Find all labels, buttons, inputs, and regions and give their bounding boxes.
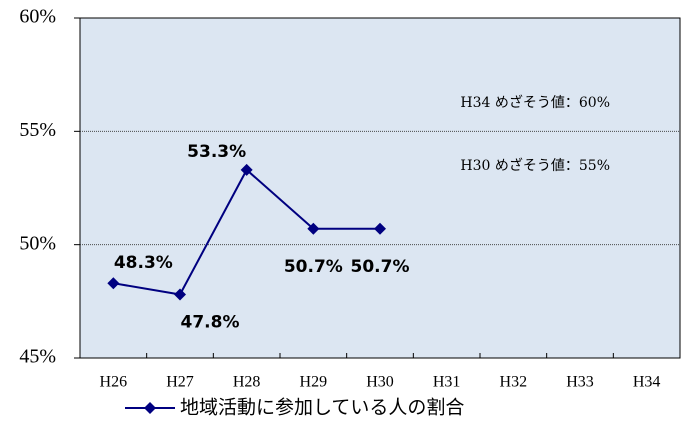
- data-label: 50.7%: [351, 257, 410, 277]
- marker: [240, 163, 253, 176]
- x-tick-label: H34: [633, 374, 661, 391]
- x-tick-label: H30: [366, 374, 394, 391]
- y-tick-label: 55%: [19, 119, 56, 141]
- data-label: 48.3%: [114, 253, 173, 273]
- data-label: 50.7%: [284, 257, 343, 277]
- x-tick-label: H33: [566, 374, 594, 391]
- y-tick-label: 50%: [19, 232, 56, 254]
- y-tick-label: 60%: [19, 6, 56, 28]
- plot-area: [79, 17, 681, 359]
- x-tick-label: H31: [433, 374, 461, 391]
- marker: [174, 288, 186, 301]
- x-tick-label: H26: [100, 374, 128, 391]
- data-label: 47.8%: [181, 313, 240, 333]
- marker: [374, 222, 386, 235]
- annotation: H34 めざそう値：60%: [460, 94, 610, 111]
- marker: [107, 277, 120, 290]
- x-tick-label: H29: [300, 374, 328, 391]
- x-tick-label: H27: [166, 374, 194, 391]
- marker: [307, 222, 320, 235]
- annotation: H30 めざそう値：55%: [460, 157, 610, 174]
- x-tick-label: H28: [233, 374, 261, 391]
- legend-label: 地域活動に参加している人の割合: [180, 397, 464, 419]
- x-tick-label: H32: [500, 374, 528, 391]
- legend-marker: [144, 402, 156, 414]
- y-tick-label: 45%: [19, 346, 56, 368]
- data-label: 53.3%: [187, 142, 246, 162]
